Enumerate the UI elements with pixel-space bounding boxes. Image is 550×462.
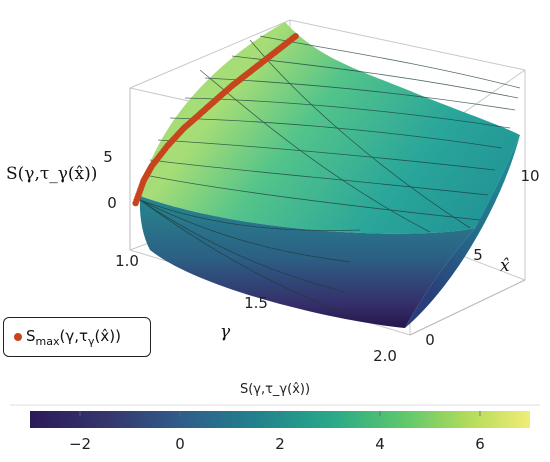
legend-marker-icon	[14, 333, 22, 341]
surface-top	[140, 22, 520, 234]
colorbar-title: S(γ,τ_γ(x̂))	[240, 382, 310, 397]
colorbar-tick-label: 2	[275, 435, 285, 453]
xhat-tick-1: 0	[425, 331, 435, 349]
colorbar-gradient	[30, 411, 530, 428]
z-tick-5: 5	[103, 148, 113, 166]
s-max-point	[292, 33, 299, 40]
surface	[139, 22, 521, 328]
legend: Smax(γ,τγ(x̂))	[3, 317, 151, 357]
colorbar-tick-label: 4	[375, 435, 385, 453]
bounding-box-front	[129, 88, 526, 336]
z-tick-0: 0	[107, 194, 117, 212]
gamma-tick-3: 2.0	[373, 347, 397, 365]
xhat-tick-2: 5	[473, 246, 483, 264]
gamma-tick-2: 1.5	[244, 294, 268, 312]
gamma-tick-1: 1.0	[115, 252, 139, 270]
colorbar-tick-label: 0	[175, 435, 185, 453]
colorbar: S(γ,τ_γ(x̂)) −2 0 2 4 6	[10, 382, 540, 453]
z-axis-label: S(γ,τ_γ(x̂))	[6, 164, 97, 184]
s-max-series	[132, 33, 299, 207]
surface-side	[405, 135, 520, 328]
legend-label: Smax(γ,τγ(x̂))	[26, 327, 121, 348]
surface-front	[139, 196, 476, 328]
xhat-tick-3: 10	[520, 167, 539, 185]
xhat-axis-label: x̂	[500, 256, 510, 276]
gamma-axis-label: γ	[220, 322, 231, 342]
colorbar-tick-label: −2	[69, 435, 91, 453]
axis-ticks: 5 0 1.0 1.5 2.0 0 5 10	[103, 148, 539, 365]
colorbar-tick-label: 6	[475, 435, 485, 453]
